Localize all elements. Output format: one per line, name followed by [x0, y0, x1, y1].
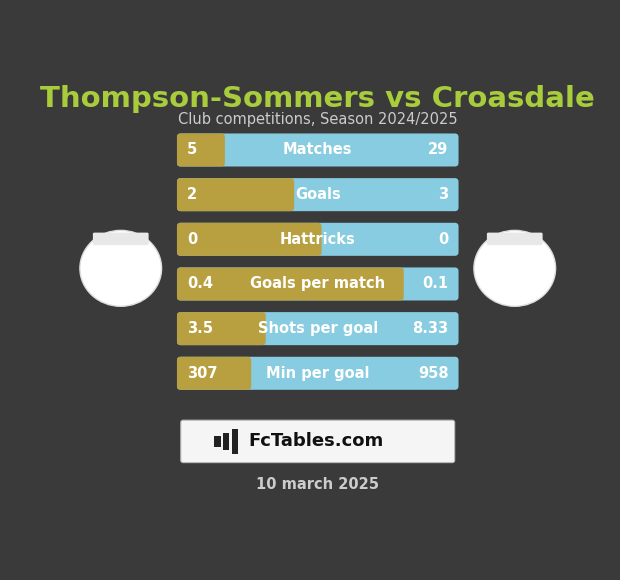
FancyBboxPatch shape — [177, 133, 225, 166]
FancyBboxPatch shape — [177, 267, 404, 300]
FancyBboxPatch shape — [177, 357, 459, 390]
FancyBboxPatch shape — [177, 312, 266, 345]
FancyBboxPatch shape — [177, 178, 459, 211]
Text: 958: 958 — [418, 366, 448, 381]
Text: Goals: Goals — [295, 187, 340, 202]
Text: 5: 5 — [187, 143, 197, 158]
Text: Goals per match: Goals per match — [250, 277, 385, 292]
Text: Matches: Matches — [283, 143, 353, 158]
Text: Club competitions, Season 2024/2025: Club competitions, Season 2024/2025 — [178, 112, 458, 127]
Text: Hattricks: Hattricks — [280, 232, 356, 247]
FancyBboxPatch shape — [232, 429, 238, 454]
FancyBboxPatch shape — [177, 133, 459, 166]
FancyBboxPatch shape — [93, 233, 149, 245]
Text: 2: 2 — [187, 187, 197, 202]
Text: 307: 307 — [187, 366, 218, 381]
FancyBboxPatch shape — [487, 233, 542, 245]
FancyBboxPatch shape — [181, 420, 454, 463]
Circle shape — [474, 230, 556, 306]
FancyBboxPatch shape — [177, 223, 322, 256]
FancyBboxPatch shape — [177, 267, 459, 300]
Text: FcTables.com: FcTables.com — [248, 433, 383, 451]
Text: Shots per goal: Shots per goal — [258, 321, 378, 336]
Text: 8.33: 8.33 — [412, 321, 448, 336]
Text: Min per goal: Min per goal — [266, 366, 370, 381]
Text: 3.5: 3.5 — [187, 321, 213, 336]
Text: 0.1: 0.1 — [422, 277, 448, 292]
FancyBboxPatch shape — [215, 436, 221, 447]
FancyBboxPatch shape — [177, 223, 459, 256]
Text: Thompson-Sommers vs Croasdale: Thompson-Sommers vs Croasdale — [40, 85, 595, 113]
FancyBboxPatch shape — [177, 357, 251, 390]
Text: 0.4: 0.4 — [187, 277, 213, 292]
Text: 0: 0 — [187, 232, 197, 247]
FancyBboxPatch shape — [177, 312, 459, 345]
Text: 10 march 2025: 10 march 2025 — [256, 477, 379, 491]
Text: 0: 0 — [438, 232, 448, 247]
FancyBboxPatch shape — [177, 178, 294, 211]
Text: 29: 29 — [428, 143, 448, 158]
Text: 3: 3 — [438, 187, 448, 202]
Circle shape — [80, 230, 162, 306]
FancyBboxPatch shape — [223, 433, 229, 450]
